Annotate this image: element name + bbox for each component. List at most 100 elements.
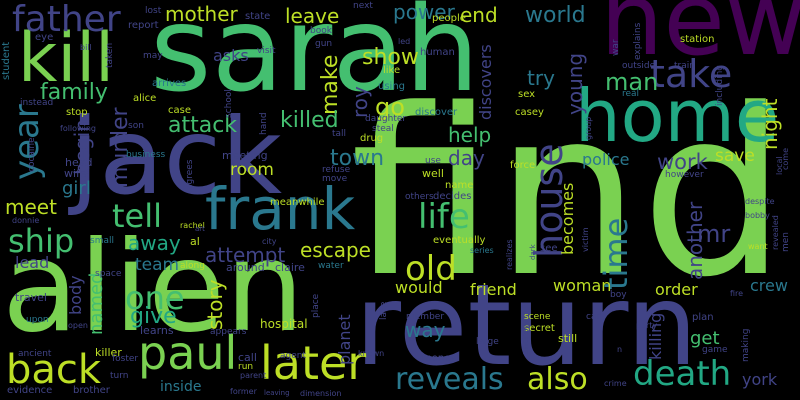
word-member: member <box>406 312 445 322</box>
word-lake: lake <box>379 301 389 320</box>
word-woman: woman <box>553 276 612 295</box>
word-eye: eye <box>35 32 54 43</box>
word-train: train <box>674 61 695 71</box>
word-becomes: becomes <box>558 182 577 255</box>
word-eventually: eventually <box>433 235 486 246</box>
word-sex: sex <box>518 89 536 100</box>
word-known: known <box>358 349 385 358</box>
word-killer: killer <box>95 346 122 359</box>
word-well: well <box>422 167 444 180</box>
word-ship: ship <box>8 222 75 260</box>
word-decides: decides <box>433 191 472 202</box>
word-inside: inside <box>160 379 202 395</box>
word-bobby: bobby <box>745 211 770 220</box>
word-leaving: leaving <box>264 389 290 397</box>
word-taken: taken <box>105 42 115 68</box>
word-take: take <box>650 52 733 96</box>
word-save: save <box>715 146 755 166</box>
word-escape: escape <box>300 238 371 262</box>
word-son: son <box>128 121 144 131</box>
word-series: series <box>470 246 494 255</box>
word-friend: friend <box>470 280 517 299</box>
word-meeting: meeting <box>222 149 268 162</box>
word-making: making <box>741 328 751 362</box>
word-money: money <box>422 353 457 364</box>
word-discovers: discovers <box>476 44 495 120</box>
word-death: death <box>633 354 732 394</box>
word-men: men <box>781 231 791 252</box>
word-foster: foster <box>112 354 139 364</box>
word-planet: planet <box>335 314 354 365</box>
word-upon: upon <box>26 315 49 325</box>
word-go: go <box>375 93 405 121</box>
word-scene: scene <box>524 312 551 322</box>
word-around: around <box>226 261 265 274</box>
word-refuse: refuse <box>322 165 351 175</box>
word-report: report <box>128 20 159 31</box>
word-hospital: hospital <box>260 317 308 331</box>
word-secret: secret <box>524 323 555 334</box>
word-girl: girl <box>62 178 91 199</box>
word-try: try <box>527 66 555 90</box>
word-alice: alice <box>133 93 157 104</box>
word-leave: leave <box>285 4 340 28</box>
word-another: another <box>683 201 707 280</box>
word-attack: attack <box>168 113 238 138</box>
word-group: group <box>584 116 593 140</box>
word-man: man <box>605 68 659 96</box>
word-day: day <box>448 146 485 170</box>
word-cocaine: cocaine <box>27 137 37 172</box>
word-meet: meet <box>5 195 57 219</box>
word-ancient: ancient <box>18 349 52 359</box>
word-appears: appears <box>210 327 247 337</box>
word-party: party <box>636 321 658 330</box>
word-mother: mother <box>165 2 238 26</box>
word-later: later <box>260 336 367 390</box>
word-others: others <box>405 192 434 202</box>
word-car: car <box>586 312 601 322</box>
word-bill: bill <box>80 43 92 52</box>
word-discover: discover <box>415 107 458 118</box>
word-frank: frank <box>205 175 356 243</box>
word-agrees: agrees <box>185 159 195 191</box>
word-away: away <box>128 231 181 255</box>
word-also: also <box>527 362 588 397</box>
word-life: life <box>418 197 470 237</box>
word-book: book <box>310 26 332 36</box>
word-school: school <box>224 89 234 118</box>
word-call: call <box>238 351 257 364</box>
word-make: make <box>318 54 343 115</box>
word-tall: tall <box>332 129 347 139</box>
word-boy: boy <box>610 290 627 300</box>
word-travel: travel <box>15 291 47 304</box>
word-paul: paul <box>138 326 238 380</box>
word-people: people <box>432 13 466 24</box>
word-would: would <box>395 278 443 297</box>
word-world: world <box>525 3 586 28</box>
word-city: city <box>262 237 277 246</box>
word-plan: plan <box>692 312 714 323</box>
word-killing: killing <box>646 312 665 360</box>
word-following: following <box>60 124 96 133</box>
word-end: end <box>460 3 498 27</box>
word-work: work <box>657 150 708 174</box>
word-find: find <box>350 61 787 328</box>
word-police: police <box>582 150 630 169</box>
word-n: n <box>617 345 623 354</box>
word-head: head <box>65 156 93 169</box>
word-body: body <box>66 275 85 315</box>
word-rachel: rachel <box>180 221 205 230</box>
word-despite: despite <box>745 197 775 206</box>
word-force: force <box>510 160 536 171</box>
word-give: give <box>130 304 177 329</box>
word-led: led <box>398 37 411 46</box>
word-still: still <box>558 332 578 345</box>
word-space: space <box>95 269 122 279</box>
word-named: named <box>86 272 107 335</box>
word-business: business <box>126 150 166 160</box>
word-new: new <box>600 0 800 78</box>
word-wife: wife <box>64 167 87 180</box>
word-human: human <box>420 47 455 58</box>
word-want: want <box>748 242 768 251</box>
word-learns: learns <box>140 324 174 337</box>
